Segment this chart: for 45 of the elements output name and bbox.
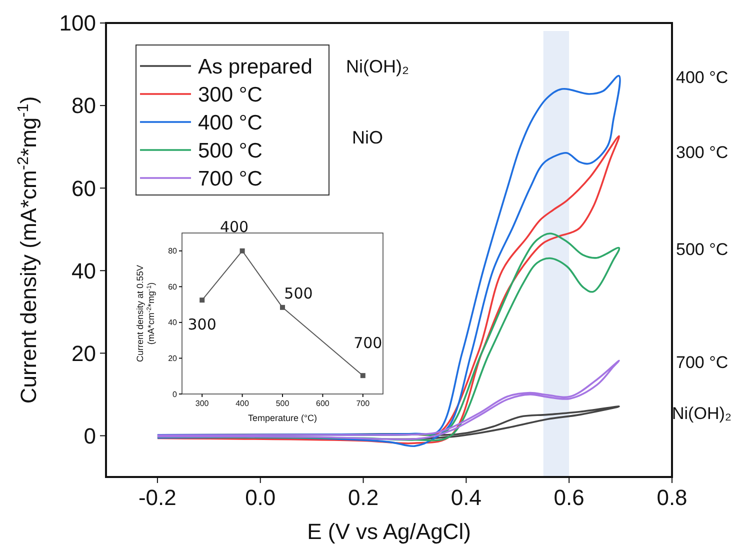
x-axis-title: E (V vs Ag/AgCl) — [307, 519, 471, 544]
x-tick-label: 0.0 — [245, 485, 276, 510]
point — [200, 298, 205, 303]
point — [280, 304, 285, 310]
y-tick-label: 40 — [168, 318, 178, 328]
x-tick-label: 0.6 — [554, 485, 584, 510]
y-tick-label: 100 — [59, 10, 96, 36]
y-tick-label: 80 — [168, 246, 178, 256]
legend-label: As prepared — [198, 55, 312, 78]
legend-label: 700 °C — [198, 167, 262, 190]
annotation: 700 — [354, 334, 382, 352]
text: 400 °C — [676, 68, 728, 87]
annotation: Ni(OH)₂ — [346, 56, 409, 76]
y-tick-label: 20 — [72, 340, 96, 366]
point — [240, 248, 245, 254]
text: Ni(OH)₂ — [672, 404, 732, 423]
line-series — [156, 360, 620, 440]
x-tick-label: 700 — [356, 399, 370, 408]
annotation: NiO — [352, 127, 383, 148]
x-tick-label: -0.2 — [138, 485, 176, 510]
y-tick-label: 60 — [168, 282, 178, 292]
x-tick-label: 400 — [236, 399, 250, 408]
text: 500 °C — [676, 240, 728, 259]
x-tick-label: 0.4 — [450, 485, 482, 510]
y-tick-label: 40 — [72, 258, 96, 284]
legend-label: 300 °C — [198, 83, 262, 106]
annotation: 400 — [220, 218, 249, 236]
x-tick-label: 500 — [276, 399, 290, 408]
y-tick-label: 80 — [72, 93, 96, 118]
annotation: 300 — [188, 315, 216, 334]
x-tick-label: 600 — [316, 399, 330, 408]
y-tick-label: 60 — [72, 176, 96, 201]
y-tick-label: 0 — [172, 390, 178, 399]
text: 300 °C — [676, 142, 728, 162]
annotation: 500 — [284, 284, 313, 303]
x-tick-label: 0.2 — [348, 485, 379, 510]
text: 700 °C — [676, 352, 728, 372]
x-axis-title: Temperature (°C) — [248, 413, 318, 423]
legend-label: 400 °C — [198, 111, 262, 134]
y-tick-label: 0 — [84, 423, 96, 448]
y-tick-label: 20 — [168, 354, 178, 364]
point — [360, 373, 366, 378]
x-tick-label: 300 — [195, 399, 210, 408]
legend-label: 500 °C — [198, 139, 262, 162]
x-tick-label: 0.8 — [656, 485, 688, 510]
